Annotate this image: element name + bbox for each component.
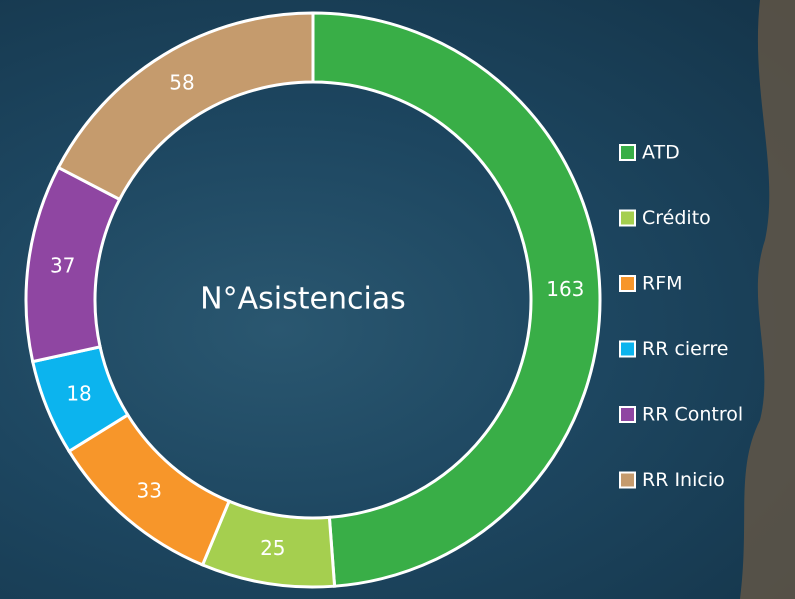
- legend-label: RR cierre: [642, 338, 728, 360]
- screen: N°Asistencias 163 25 33 18 37 58 ATD Crédito RFM…: [0, 0, 795, 599]
- legend-swatch: [620, 473, 635, 488]
- legend-swatch: [620, 211, 635, 226]
- donut-slice: [58, 13, 313, 199]
- legend-label: RFM: [642, 273, 683, 295]
- legend-swatch: [620, 276, 635, 291]
- legend-swatch: [620, 407, 635, 422]
- data-label: 18: [66, 381, 91, 405]
- legend-label: RR Inicio: [642, 469, 725, 491]
- data-label: 163: [546, 277, 584, 301]
- legend-swatch: [620, 342, 635, 357]
- data-label: 58: [169, 71, 194, 95]
- chart: N°Asistencias 163 25 33 18 37 58 ATD Crédito RFM…: [0, 0, 795, 599]
- data-label: 25: [260, 536, 285, 560]
- legend-label: Crédito: [642, 207, 711, 229]
- legend-label: RR Control: [642, 404, 743, 426]
- legend-swatch: [620, 145, 635, 160]
- data-label: 33: [137, 479, 162, 503]
- center-label: N°Asistencias: [200, 282, 406, 317]
- legend-label: ATD: [642, 142, 680, 164]
- land: [740, 0, 795, 599]
- data-label: 37: [50, 253, 75, 277]
